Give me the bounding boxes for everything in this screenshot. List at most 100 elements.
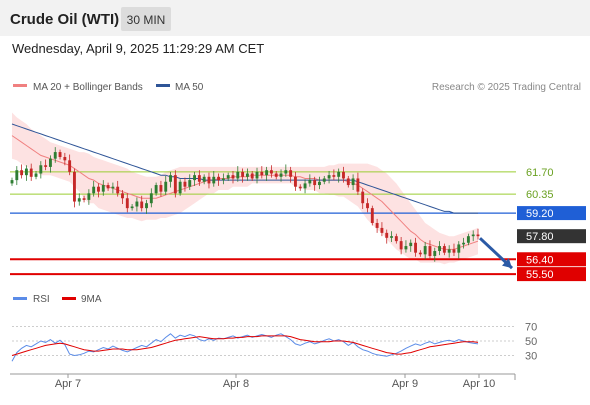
candle-body xyxy=(97,186,100,192)
candle-body xyxy=(202,176,206,182)
level-label-resistance: 61.70 xyxy=(526,167,554,179)
candle-body xyxy=(399,241,403,250)
candle-body xyxy=(332,175,336,177)
level-label-box-support xyxy=(517,267,586,282)
level-label-box-pivot xyxy=(517,206,586,221)
x-tick-label: Apr 10 xyxy=(463,378,495,390)
candle-body xyxy=(183,181,187,187)
candle-body xyxy=(241,171,245,177)
candle-body xyxy=(82,198,86,200)
candle-body xyxy=(390,236,393,238)
candle-body xyxy=(236,171,240,179)
timeframe-badge[interactable] xyxy=(121,7,171,31)
candle-body xyxy=(77,198,81,202)
ma20-line xyxy=(11,135,479,250)
candle-body xyxy=(294,176,297,187)
candle-body xyxy=(438,246,442,252)
ma50-line xyxy=(11,123,478,214)
candle-body xyxy=(212,176,216,184)
candle-body xyxy=(327,175,331,179)
level-label-pivot: 59.20 xyxy=(526,208,554,220)
level-label-support: 56.40 xyxy=(526,254,554,266)
level-label-resistance: 60.35 xyxy=(526,189,554,201)
candle-body xyxy=(178,181,182,194)
candle-body xyxy=(447,249,451,253)
candle-body xyxy=(462,242,466,245)
candle-body xyxy=(125,198,129,209)
candle-body xyxy=(476,234,480,237)
instrument-title: Crude Oil (WTI) xyxy=(10,11,119,28)
candle-body xyxy=(380,227,384,233)
candle-body xyxy=(92,186,96,194)
candle-body xyxy=(466,236,470,243)
candle-body xyxy=(87,193,91,200)
candle-body xyxy=(101,185,105,192)
candle-body xyxy=(375,222,379,228)
candle-body xyxy=(337,171,341,177)
candle-body xyxy=(116,186,120,194)
rsi-line xyxy=(11,333,479,362)
candle-body xyxy=(366,203,369,209)
candle-body xyxy=(44,165,48,167)
candle-body xyxy=(265,170,269,176)
level-label-box-last xyxy=(517,229,586,244)
candle-body xyxy=(34,173,38,177)
candle-body xyxy=(106,185,110,189)
rsi-tick-label: 30 xyxy=(525,351,537,363)
ma20-bb-legend-swatch xyxy=(13,84,27,87)
candle-body xyxy=(53,152,57,159)
candle-body xyxy=(24,168,28,176)
candle-body xyxy=(217,176,221,181)
candle-body xyxy=(346,178,350,186)
timeframe-label[interactable]: 30 MIN xyxy=(127,13,166,27)
candle-body xyxy=(73,171,76,202)
x-tick-label: Apr 8 xyxy=(223,378,249,390)
candle-body xyxy=(39,165,43,174)
candle-body xyxy=(428,246,432,256)
rsi-tick-label: 50 xyxy=(525,336,537,348)
bollinger-band-area xyxy=(12,112,478,265)
candle-body xyxy=(20,170,24,176)
candle-body xyxy=(404,246,408,250)
copyright-label: Research © 2025 Trading Central xyxy=(432,82,581,93)
header-bar xyxy=(0,0,590,36)
candle-body xyxy=(269,170,273,174)
candle-body xyxy=(149,193,153,204)
candle-body xyxy=(48,158,52,167)
candle-body xyxy=(351,178,355,186)
candle-body xyxy=(442,246,446,253)
ma20-bb-legend-label: MA 20 + Bollinger Bands xyxy=(33,82,143,93)
candle-body xyxy=(221,178,225,181)
candle-body xyxy=(356,178,360,192)
candle-body xyxy=(423,246,427,255)
ma50-legend-label: MA 50 xyxy=(175,82,204,93)
level-label-box-support xyxy=(517,252,586,267)
candle-body xyxy=(313,180,317,186)
candle-body xyxy=(342,171,345,179)
candle-body xyxy=(409,242,413,247)
x-tick-label: Apr 9 xyxy=(392,378,418,390)
candle-body xyxy=(322,178,326,182)
candle-body xyxy=(298,186,302,189)
candle-body xyxy=(207,176,211,184)
candle-body xyxy=(193,175,196,181)
candle-body xyxy=(250,173,254,179)
level-label-last: 57.80 xyxy=(526,231,554,243)
forecast-arrow-head xyxy=(502,258,512,269)
rsi-ma-line xyxy=(11,335,479,356)
candle-body xyxy=(433,251,437,256)
candle-body xyxy=(318,181,321,186)
rsi-panel: 70 50 30 xyxy=(11,322,537,363)
candle-body xyxy=(29,168,33,177)
candlesticks xyxy=(10,147,480,262)
candle-body xyxy=(197,175,201,182)
candle-body xyxy=(63,157,67,161)
candle-body xyxy=(135,201,139,207)
candle-body xyxy=(394,236,398,242)
candle-body xyxy=(284,170,288,174)
x-tick-label: Apr 7 xyxy=(55,378,81,390)
candle-body xyxy=(173,175,177,194)
candle-body xyxy=(231,175,235,179)
